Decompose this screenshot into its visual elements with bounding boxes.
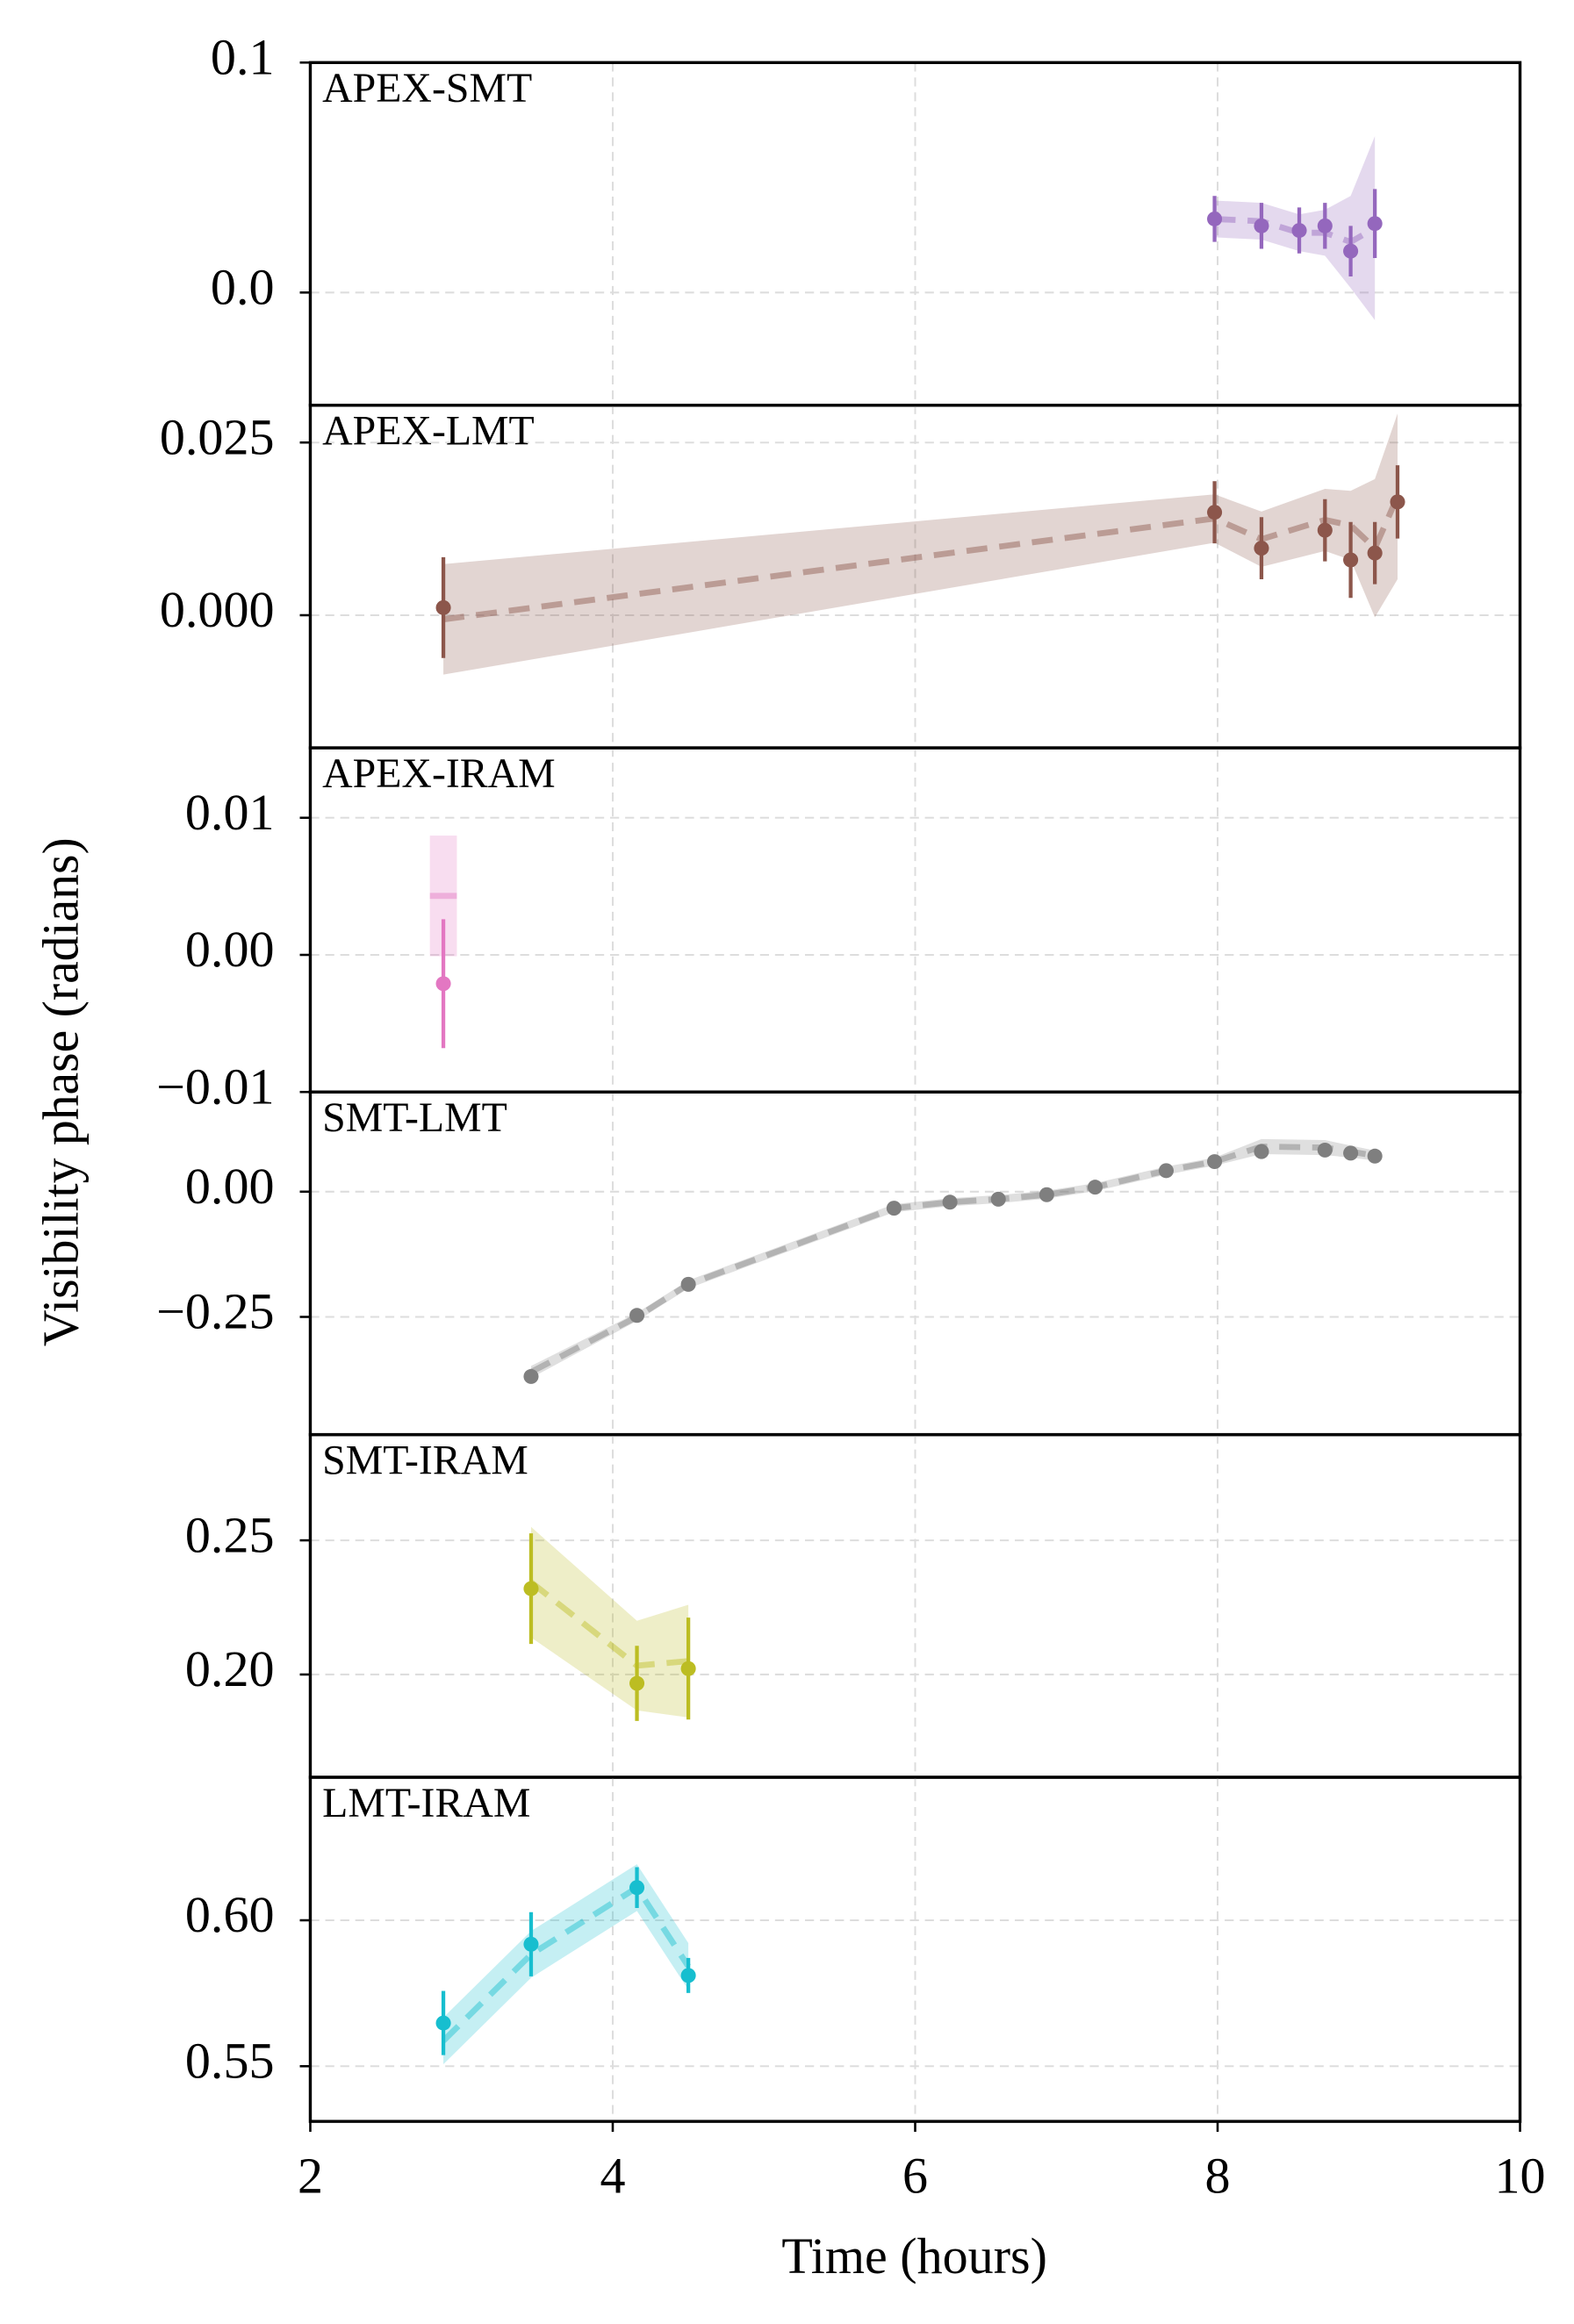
y-tick-label: 0.000	[160, 581, 275, 638]
model-line	[1214, 216, 1376, 246]
y-tick-label: 0.1	[211, 29, 275, 86]
data-point	[1087, 1180, 1103, 1195]
data-point	[886, 1201, 902, 1216]
data-point	[1291, 223, 1307, 239]
y-tick-label: −0.25	[156, 1283, 274, 1340]
data-point	[1254, 541, 1269, 556]
x-axis-label: Time (hours)	[781, 2227, 1047, 2285]
panel-title: APEX-SMT	[322, 66, 532, 111]
data-point	[1317, 1142, 1333, 1158]
data-point	[1317, 218, 1333, 233]
data-point	[629, 1675, 645, 1691]
data-point	[1367, 1148, 1383, 1164]
data-point	[680, 1661, 696, 1676]
y-tick-label: 0.025	[160, 409, 275, 466]
y-axis-label: Visibility phase (radians)	[32, 837, 89, 1346]
data-point	[629, 1308, 645, 1323]
y-tick-label: 0.25	[185, 1506, 275, 1563]
data-point	[523, 1368, 539, 1384]
data-point	[1317, 522, 1333, 538]
y-tick-label: 0.00	[185, 1158, 275, 1215]
data-point	[629, 1880, 645, 1896]
data-point	[990, 1191, 1006, 1207]
panel-title: APEX-LMT	[322, 409, 535, 455]
data-point	[1039, 1187, 1054, 1202]
data-point	[435, 976, 451, 992]
panel-title: LMT-IRAM	[322, 1781, 530, 1826]
data-point	[435, 599, 451, 615]
model-band	[530, 1526, 689, 1718]
data-point	[1367, 545, 1383, 561]
x-tick-label: 4	[600, 2147, 625, 2204]
x-tick-label: 10	[1495, 2147, 1546, 2204]
data-point	[1207, 505, 1223, 520]
data-point	[680, 1276, 696, 1292]
y-tick-label: 0.60	[185, 1886, 275, 1943]
panel-title: SMT-IRAM	[322, 1438, 528, 1484]
data-point	[1254, 1144, 1269, 1159]
x-tick-label: 2	[298, 2147, 323, 2204]
model-band	[443, 1864, 689, 2064]
data-point	[1207, 1154, 1223, 1170]
model-band	[530, 1138, 1376, 1379]
y-tick-label: 0.01	[185, 784, 275, 841]
data-point	[1343, 552, 1359, 568]
data-point	[1343, 243, 1359, 259]
panel-title: SMT-LMT	[322, 1095, 507, 1141]
x-tick-label: 6	[902, 2147, 928, 2204]
panel-title: APEX-IRAM	[322, 751, 556, 797]
y-tick-label: 0.55	[185, 2033, 275, 2090]
data-point	[942, 1194, 958, 1210]
data-point	[1254, 218, 1269, 233]
data-point	[523, 1936, 539, 1952]
y-tick-label: 0.00	[185, 921, 275, 978]
model-line	[529, 1144, 1376, 1375]
y-tick-label: 0.0	[211, 259, 275, 316]
y-tick-label: 0.20	[185, 1640, 275, 1697]
data-point	[1390, 494, 1405, 510]
data-point	[1343, 1145, 1359, 1161]
model-band	[443, 413, 1398, 675]
data-point	[435, 2015, 451, 2031]
data-point	[1207, 211, 1223, 226]
data-point	[680, 1968, 696, 1983]
x-tick-label: 8	[1205, 2147, 1231, 2204]
y-tick-label: −0.01	[156, 1058, 274, 1115]
data-point	[1158, 1163, 1174, 1179]
data-point	[1367, 216, 1383, 232]
data-point	[523, 1581, 539, 1596]
